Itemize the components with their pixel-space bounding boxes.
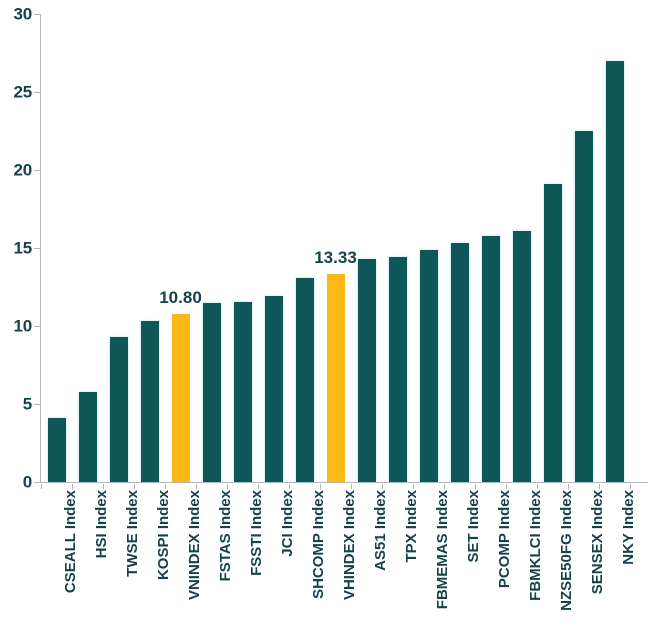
x-axis-label-slot: AS51 Index <box>351 490 389 640</box>
x-axis-label-slot: NZSE50FG Index <box>537 490 575 640</box>
bar-group <box>72 14 103 482</box>
x-axis-label-slot: VHINDEX Index <box>320 490 358 640</box>
x-axis-label-slot: FBMEMAS Index <box>413 490 451 640</box>
x-axis-tick <box>227 484 228 489</box>
bar-group <box>134 14 165 482</box>
y-axis-tick-label: 10 <box>13 316 32 336</box>
bar[interactable] <box>575 131 593 482</box>
bar-group <box>506 14 537 482</box>
x-axis-tick <box>537 484 538 489</box>
x-axis-tick <box>72 484 73 489</box>
bar[interactable] <box>110 336 128 482</box>
bar-group <box>41 14 72 482</box>
bar-group <box>351 14 382 482</box>
y-axis-tick <box>34 170 41 171</box>
bar-group <box>196 14 227 482</box>
bar-group: 13.33 <box>314 14 357 482</box>
y-axis-tick <box>34 482 41 483</box>
x-axis-tick <box>320 484 321 489</box>
x-axis-tick <box>444 484 445 489</box>
bar-group <box>289 14 320 482</box>
bar[interactable] <box>606 60 624 482</box>
bar[interactable] <box>420 249 438 482</box>
bar-highlighted[interactable] <box>172 313 190 482</box>
bar-group <box>475 14 506 482</box>
x-axis-line <box>40 482 648 483</box>
x-axis-tick <box>103 484 104 489</box>
y-axis-tick <box>34 92 41 93</box>
y-axis-tick-label: 20 <box>13 160 32 180</box>
x-axis-label-slot: TWSE Index <box>103 490 141 640</box>
bar-value-label: 10.80 <box>159 287 202 307</box>
y-axis-tick-label: 15 <box>13 238 32 258</box>
x-axis-label-slot: FSSTI Index <box>227 490 265 640</box>
x-axis-label-slot: CSEALL Index <box>41 490 79 640</box>
x-axis-label-slot: JCI Index <box>258 490 296 640</box>
y-axis-tick <box>34 248 41 249</box>
bar-group <box>599 14 630 482</box>
x-axis-label-slot: FBMKLCI Index <box>506 490 544 640</box>
x-axis-labels: CSEALL Index HSI Index TWSE Index KOSPI Ind… <box>41 484 648 641</box>
x-axis-tick <box>134 484 135 489</box>
x-axis-tick <box>630 484 631 489</box>
x-axis-label-slot: KOSPI Index <box>134 490 172 640</box>
x-axis-label-slot: VNINDEX Index <box>165 490 203 640</box>
plot-area: 10.80 13.33 <box>41 14 648 482</box>
y-axis-tick-label: 0 <box>22 472 32 492</box>
x-axis-label-slot: SENSEX Index <box>568 490 606 640</box>
bar[interactable] <box>451 243 469 482</box>
x-axis-tick <box>258 484 259 489</box>
bar[interactable] <box>265 296 283 482</box>
y-axis-tick <box>34 404 41 405</box>
x-axis-tick <box>506 484 507 489</box>
bar[interactable] <box>203 302 221 482</box>
x-axis-tick <box>413 484 414 489</box>
bar-group <box>444 14 475 482</box>
bar-group <box>537 14 568 482</box>
x-axis-tick <box>289 484 290 489</box>
x-axis-label-slot: TPX Index <box>382 490 420 640</box>
x-axis-label-slot: SET Index <box>444 490 482 640</box>
bar[interactable] <box>296 277 314 482</box>
bar-group <box>382 14 413 482</box>
x-axis-tick <box>475 484 476 489</box>
x-axis-tick <box>41 484 42 489</box>
bar[interactable] <box>482 235 500 482</box>
x-axis-label-slot: SHCOMP Index <box>289 490 327 640</box>
bar[interactable] <box>544 184 562 482</box>
x-axis-label-slot: HSI Index <box>72 490 110 640</box>
bar-group <box>103 14 134 482</box>
bar-group <box>568 14 599 482</box>
bar-group <box>227 14 258 482</box>
bar-group <box>258 14 289 482</box>
bar-highlighted[interactable] <box>327 274 345 482</box>
bar[interactable] <box>513 230 531 482</box>
bar[interactable] <box>79 391 97 482</box>
bar-group <box>413 14 444 482</box>
x-axis-label-slot: FSTAS Index <box>196 490 234 640</box>
y-axis-tick-label: 30 <box>13 4 32 24</box>
x-axis-category-label: NKY Index <box>619 490 637 565</box>
bar-value-label: 13.33 <box>314 248 357 268</box>
y-axis-tick-label: 5 <box>22 394 32 414</box>
x-axis-tick <box>196 484 197 489</box>
y-axis-tick-label: 25 <box>13 82 32 102</box>
y-axis-tick <box>34 326 41 327</box>
x-axis-tick <box>382 484 383 489</box>
y-axis-tick <box>34 14 41 15</box>
bar[interactable] <box>234 301 252 482</box>
x-axis-tick <box>568 484 569 489</box>
bar[interactable] <box>389 257 407 482</box>
x-axis-label-slot: PCOMP Index <box>475 490 513 640</box>
y-axis-labels: 0 5 10 15 20 25 30 <box>0 0 32 641</box>
bar[interactable] <box>141 321 159 482</box>
bar[interactable] <box>48 418 66 482</box>
x-axis-tick <box>599 484 600 489</box>
bar-group: 10.80 <box>159 14 202 482</box>
x-axis-tick <box>351 484 352 489</box>
x-axis-label-slot: NKY Index <box>599 490 637 640</box>
bar[interactable] <box>358 258 376 482</box>
x-axis-tick <box>165 484 166 489</box>
